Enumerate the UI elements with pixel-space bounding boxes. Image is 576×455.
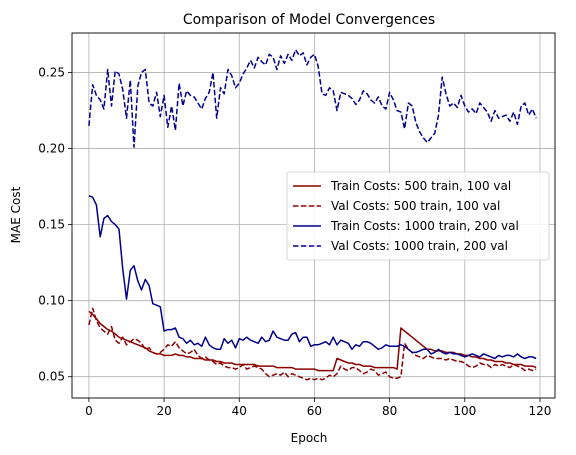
y-axis-label: MAE Cost [9,186,23,243]
y-tick-label: 0.10 [38,294,65,308]
x-tick-label: 40 [232,404,247,418]
x-tick-label: 120 [529,404,552,418]
legend-label-3: Train Costs: 1000 train, 200 val [330,219,519,233]
series-line-4 [88,48,537,148]
x-tick-label: 20 [156,404,171,418]
y-tick-label: 0.25 [38,66,65,80]
legend-label-2: Val Costs: 500 train, 100 val [331,199,500,213]
plot-frame [71,32,556,399]
series-layer [88,48,537,381]
y-tick-label: 0.15 [38,218,65,232]
x-tick-label: 80 [382,404,397,418]
legend-label-1: Train Costs: 500 train, 100 val [330,179,511,193]
legend: Train Costs: 500 train, 100 val Val Costs… [286,171,550,261]
x-axis-label: Epoch [291,431,328,445]
series-line-3 [88,195,537,360]
y-tick-label: 0.05 [38,370,65,384]
ticks: 0 20 40 60 80 100 120 0.05 0.10 0.15 0.20 0.25 [38,66,551,418]
x-tick-label: 0 [85,404,93,418]
series-line-1 [88,310,537,372]
x-tick-label: 60 [307,404,322,418]
legend-label-4: Val Costs: 1000 train, 200 val [331,239,508,253]
x-tick-label: 100 [453,404,476,418]
series-line-2 [88,307,537,381]
legend-box [286,171,550,261]
chart-title: Comparison of Model Convergences [183,12,435,28]
y-tick-label: 0.20 [38,142,65,156]
